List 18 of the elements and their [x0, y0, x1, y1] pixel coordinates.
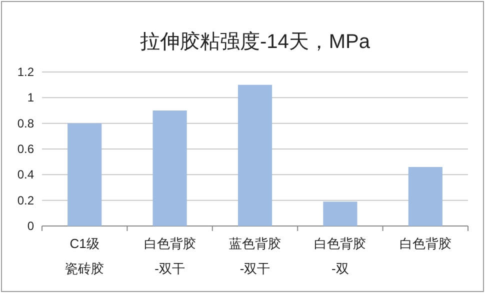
- bar: [238, 84, 272, 226]
- x-tick-label: 白色背胶-双干: [144, 236, 196, 276]
- bar: [152, 110, 187, 226]
- y-tick-label: 0: [27, 219, 34, 233]
- y-tick-label: 1.2: [17, 65, 34, 79]
- chart-title: 拉伸胶粘强度-14天，MPa: [140, 31, 371, 53]
- bar: [323, 202, 358, 226]
- y-tick-label: 0.8: [17, 116, 34, 130]
- x-tick-label: 白色背胶-双: [314, 236, 366, 276]
- y-tick-label: 0.4: [17, 168, 34, 182]
- x-tick-label: 白色背胶: [399, 236, 452, 251]
- bar: [408, 166, 442, 226]
- x-tick-label: 蓝色背胶-双干: [229, 236, 281, 276]
- y-tick-label: 1: [27, 90, 34, 105]
- y-tick-label: 0.2: [17, 193, 34, 208]
- bar: [68, 123, 102, 226]
- x-tick-label: C1级瓷砖胶: [65, 236, 104, 276]
- y-tick-label: 0.6: [17, 142, 34, 156]
